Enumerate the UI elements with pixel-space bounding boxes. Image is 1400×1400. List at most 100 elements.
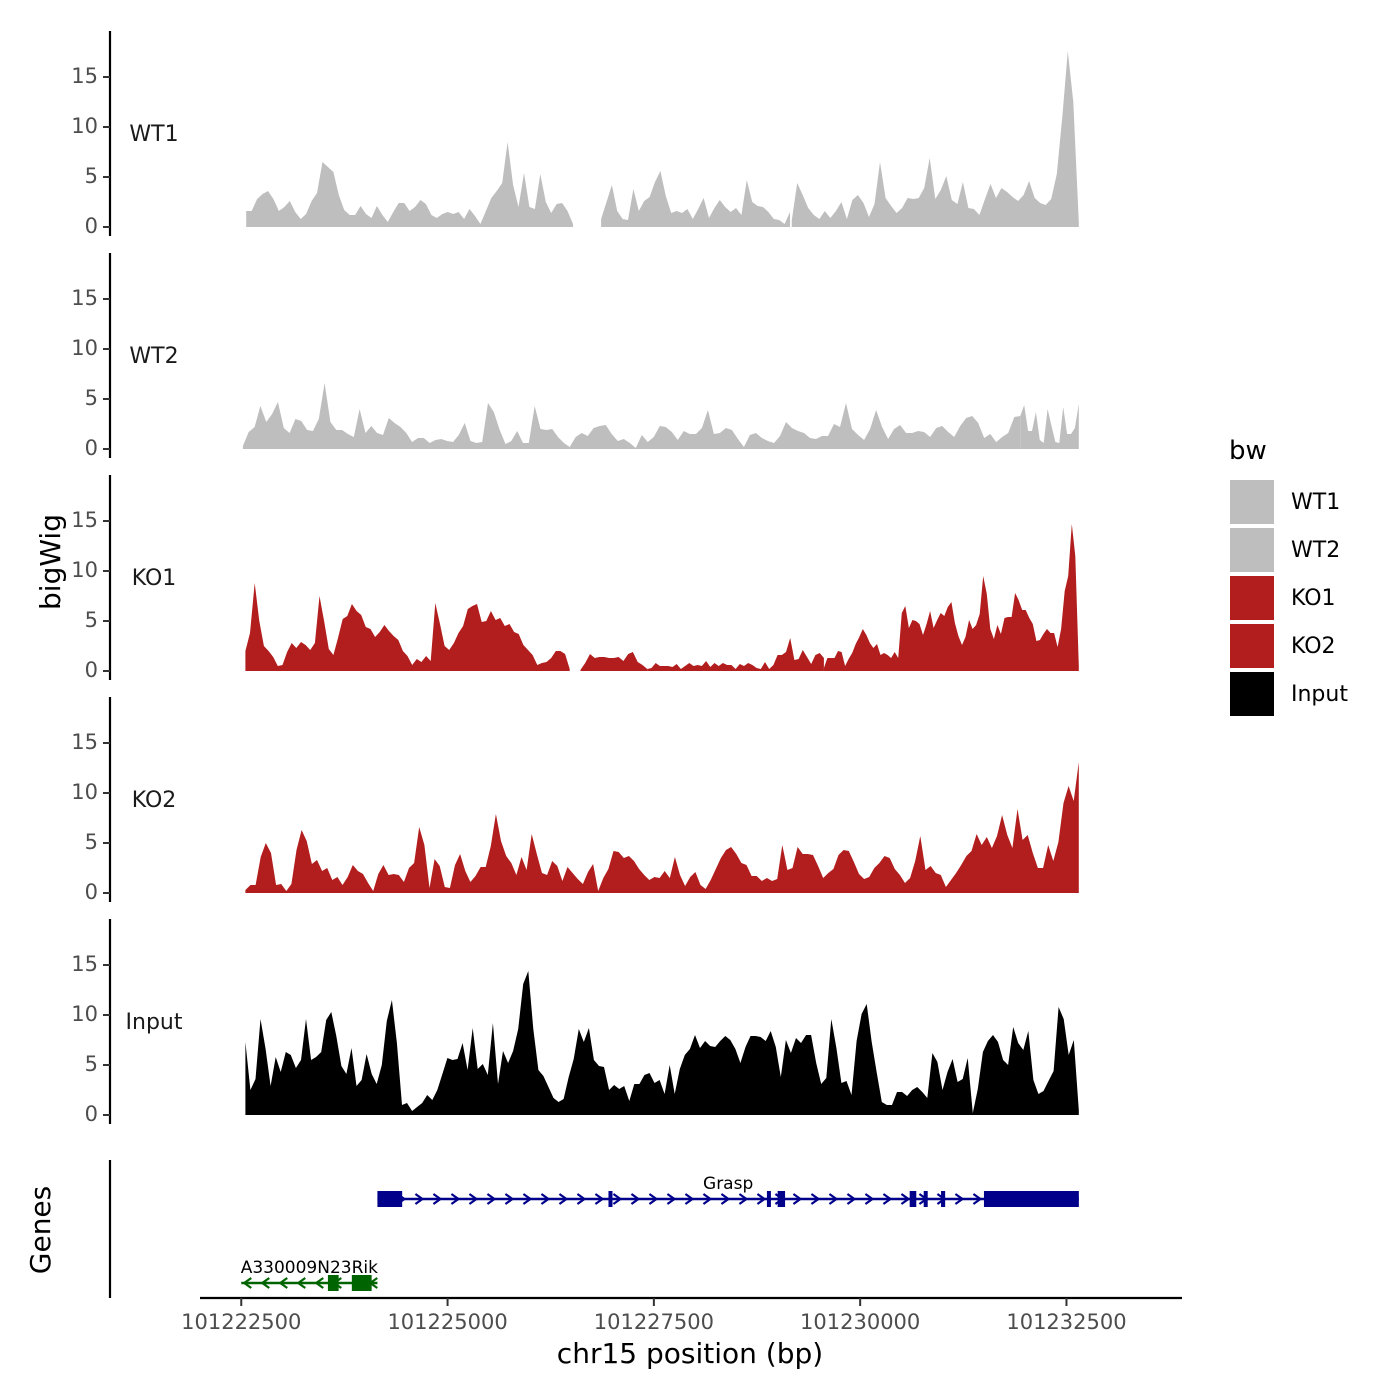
strand-arrow — [504, 1193, 515, 1205]
signal-area — [569, 403, 1021, 449]
strand-arrow — [900, 1193, 911, 1205]
y-tick-label: 0 — [85, 214, 98, 238]
track-label: KO2 — [132, 788, 177, 813]
strand-arrow — [756, 1193, 767, 1205]
y-tick-label: 0 — [85, 880, 98, 904]
strand-arrow — [702, 1193, 713, 1205]
strand-arrow — [296, 1277, 306, 1289]
signal-area — [601, 171, 790, 227]
y-tick-label: 10 — [71, 336, 98, 360]
x-axis-title: chr15 position (bp) — [557, 1337, 823, 1370]
signal-area — [246, 142, 573, 227]
exon-block — [777, 1191, 786, 1207]
strand-arrow — [828, 1193, 839, 1205]
y-tick-label: 5 — [85, 608, 98, 632]
legend-swatch — [1230, 576, 1274, 620]
strand-arrow — [594, 1193, 605, 1205]
strand-arrow — [468, 1193, 479, 1205]
exon-block — [923, 1191, 928, 1207]
signal-area — [791, 51, 1079, 227]
strand-arrow — [612, 1193, 623, 1205]
signal-area — [245, 762, 1079, 893]
exon-block — [608, 1191, 613, 1207]
strand-arrow — [792, 1193, 803, 1205]
strand-arrow — [432, 1193, 443, 1205]
strand-arrow — [864, 1193, 875, 1205]
strand-arrow — [540, 1193, 551, 1205]
track-input: 0 5 10 15 Input — [71, 919, 1079, 1126]
track-label: WT2 — [129, 344, 178, 369]
gene-label: Grasp — [703, 1174, 753, 1194]
exon-block — [941, 1191, 946, 1207]
x-tick-label: 101232500 — [1006, 1310, 1126, 1334]
genes-axis-title: Genes — [24, 1186, 57, 1274]
y-tick-label: 15 — [71, 730, 98, 754]
signal-area — [580, 652, 648, 671]
y-axis-title: bigWig — [34, 514, 67, 610]
strand-arrow — [260, 1277, 270, 1289]
exon-block — [327, 1275, 339, 1291]
strand-arrow — [684, 1193, 695, 1205]
legend-label: Input — [1291, 682, 1348, 707]
legend: bw WT1 WT2 KO1 KO2 Input — [1229, 436, 1348, 716]
strand-arrow — [720, 1193, 731, 1205]
track-wt1: 0 5 10 15 WT1 — [71, 31, 1079, 238]
strand-arrow — [314, 1277, 324, 1289]
y-tick-label: 0 — [85, 658, 98, 682]
track-ko2: 0 5 10 15 KO2 — [71, 697, 1079, 904]
gene-grasp: Grasp — [377, 1174, 1079, 1207]
y-tick-label: 15 — [71, 64, 98, 88]
strand-arrow — [630, 1193, 641, 1205]
strand-arrow — [450, 1193, 461, 1205]
legend-label: KO2 — [1291, 634, 1336, 659]
y-tick-label: 10 — [71, 558, 98, 582]
strand-arrow — [486, 1193, 497, 1205]
strand-arrow — [414, 1193, 425, 1205]
strand-arrow — [278, 1277, 288, 1289]
x-tick-label: 101222500 — [181, 1310, 301, 1334]
y-tick-label: 15 — [71, 508, 98, 532]
y-tick-label: 5 — [85, 164, 98, 188]
track-ko1: 0 5 10 15 KO1 — [71, 475, 1079, 682]
signal-area — [242, 383, 570, 449]
legend-swatch — [1230, 624, 1274, 668]
strand-arrow — [972, 1193, 983, 1205]
strand-arrow — [738, 1193, 749, 1205]
strand-arrow — [846, 1193, 857, 1205]
y-tick-label: 10 — [71, 780, 98, 804]
signal-area — [823, 524, 1079, 671]
y-tick-label: 0 — [85, 436, 98, 460]
track-wt2: 0 5 10 15 WT2 — [71, 253, 1079, 460]
y-tick-label: 10 — [71, 1002, 98, 1026]
strand-arrow — [882, 1193, 893, 1205]
legend-label: WT1 — [1291, 490, 1340, 515]
y-tick-label: 15 — [71, 286, 98, 310]
x-tick-label: 101227500 — [594, 1310, 714, 1334]
y-tick-label: 0 — [85, 1102, 98, 1126]
y-tick-label: 5 — [85, 1052, 98, 1076]
y-tick-label: 15 — [71, 952, 98, 976]
legend-swatch — [1230, 528, 1274, 572]
strand-arrow — [522, 1193, 533, 1205]
signal-area — [647, 638, 824, 671]
legend-label: KO1 — [1291, 586, 1336, 611]
x-tick-label: 101225000 — [387, 1310, 507, 1334]
signal-area — [245, 583, 570, 671]
track-label: KO1 — [132, 566, 177, 591]
gene-track: Grasp A330009N23Rik — [108, 1160, 1079, 1298]
track-label: Input — [126, 1010, 183, 1035]
legend-title: bw — [1229, 436, 1267, 466]
y-tick-label: 5 — [85, 386, 98, 410]
strand-arrow — [558, 1193, 569, 1205]
y-tick-label: 5 — [85, 830, 98, 854]
strand-arrow — [954, 1193, 965, 1205]
gene-label: A330009N23Rik — [241, 1258, 378, 1278]
strand-arrow — [666, 1193, 677, 1205]
strand-arrow — [648, 1193, 659, 1205]
signal-area — [1020, 404, 1079, 449]
x-axis: 101222500 101225000 101227500 101230000 1012… — [181, 1296, 1182, 1334]
signal-area — [245, 971, 1079, 1115]
strand-arrow — [576, 1193, 587, 1205]
x-tick-label: 101230000 — [800, 1310, 920, 1334]
